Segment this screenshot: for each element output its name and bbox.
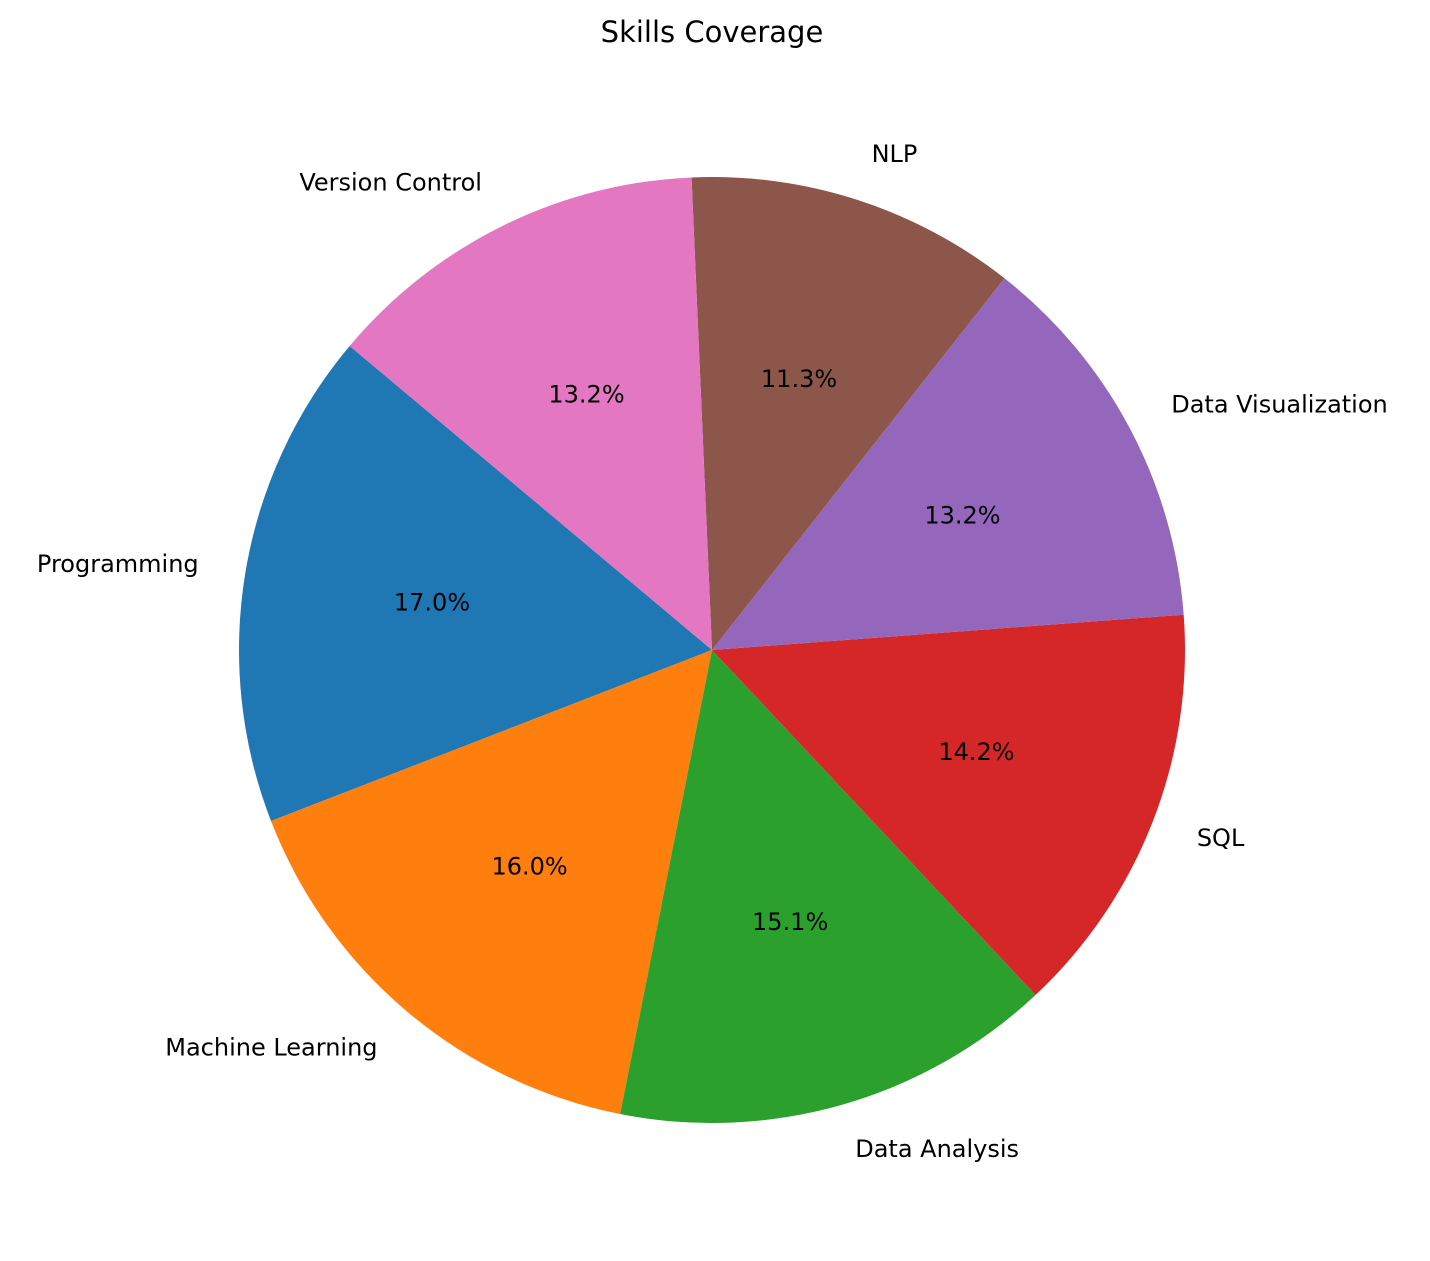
pie-slice-data-analysis: [620, 650, 1036, 1123]
slice-percent-label: 16.0%: [491, 852, 567, 880]
slice-label: Machine Learning: [165, 1034, 377, 1062]
slice-label: NLP: [872, 140, 918, 168]
slice-percent-label: 15.1%: [752, 908, 828, 936]
pie-slice-nlp: [691, 177, 1005, 650]
pie-slice-programming: [239, 345, 712, 822]
slice-label: Data Analysis: [855, 1135, 1019, 1163]
pie-slice-version-control: [349, 177, 712, 650]
slice-percent-label: 14.2%: [938, 738, 1014, 766]
slice-label: Data Visualization: [1171, 390, 1388, 418]
slice-percent-label: 11.3%: [761, 365, 837, 393]
pie-labels: Programming 17.0% Machine Learning 16.0% Dat…: [37, 140, 1388, 1163]
slice-percent-label: 13.2%: [548, 380, 624, 408]
pie-slice-data-visualization: [712, 278, 1184, 650]
pie-slices: [239, 177, 1185, 1123]
pie-slice-machine-learning: [271, 650, 712, 1114]
slice-label: SQL: [1197, 824, 1245, 852]
slice-label: Programming: [37, 550, 199, 578]
pie-slice-sql: [712, 614, 1185, 996]
chart-title: Skills Coverage: [601, 15, 824, 49]
slice-percent-label: 17.0%: [394, 589, 470, 617]
slice-percent-label: 13.2%: [924, 502, 1000, 530]
slice-label: Version Control: [299, 168, 482, 196]
